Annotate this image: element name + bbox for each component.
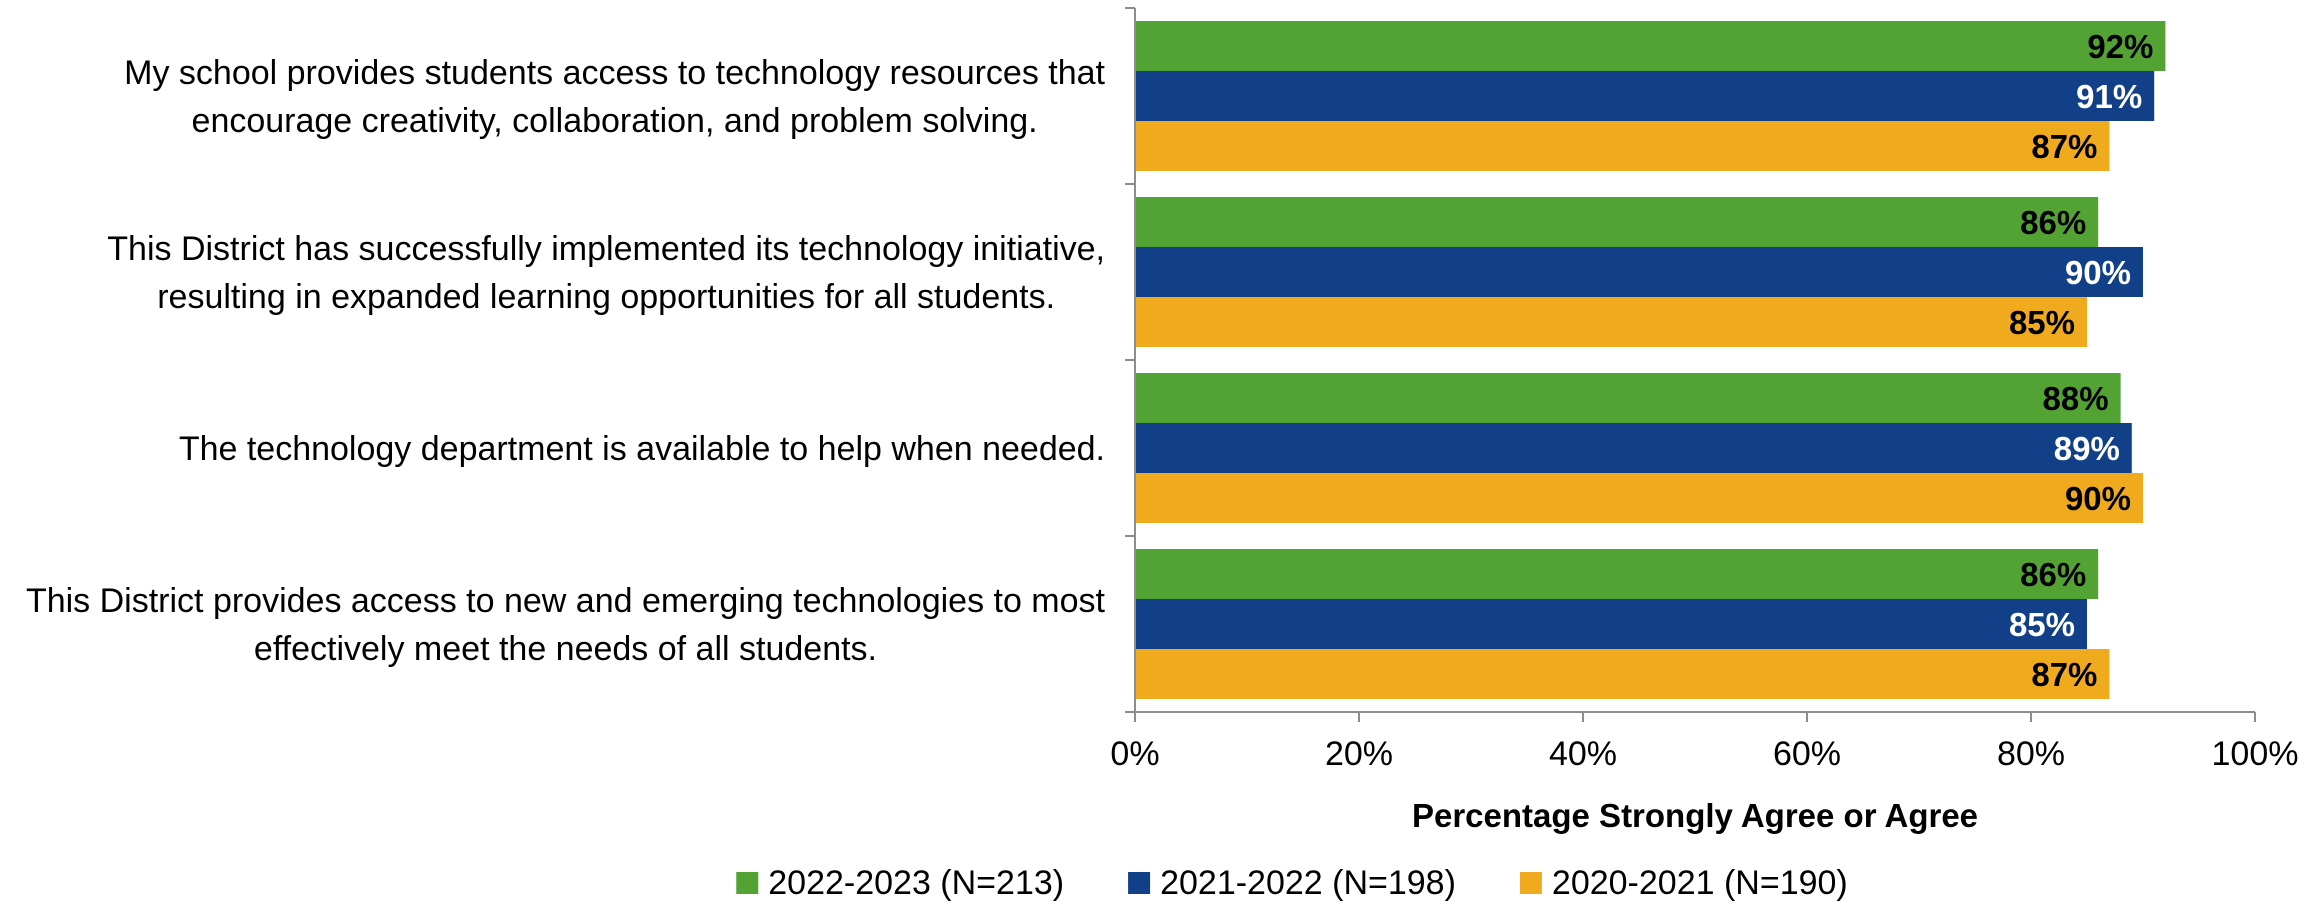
bar-series-2-category-1 — [1135, 71, 2155, 121]
data-label-series-2-category-3: 89% — [2054, 430, 2120, 467]
category-label-2-line-2: resulting in expanded learning opportuni… — [157, 278, 1055, 316]
data-label-series-2-category-4: 85% — [2009, 606, 2075, 643]
x-tick-label-4: 60% — [1773, 735, 1841, 773]
bar-series-3-category-2 — [1135, 297, 2087, 347]
bar-series-1-category-3 — [1135, 373, 2121, 423]
category-label-1-line-1: My school provides students access to te… — [124, 54, 1105, 92]
data-label-series-3-category-2: 85% — [2009, 304, 2075, 341]
category-label-2: This District has successfully implement… — [107, 230, 1105, 316]
category-label-1: My school provides students access to te… — [124, 54, 1105, 140]
category-label-3: The technology department is available t… — [179, 430, 1105, 468]
bar-series-3-category-4 — [1135, 649, 2110, 699]
legend-swatch-1 — [736, 872, 759, 894]
legend-label-3: 2020-2021 (N=190) — [1552, 864, 1848, 902]
data-label-series-1-category-4: 86% — [2020, 556, 2086, 593]
category-label-4: This District provides access to new and… — [26, 582, 1106, 668]
x-tick-label-6: 100% — [2212, 735, 2299, 773]
category-label-1-line-2: encourage creativity, collaboration, and… — [192, 102, 1038, 140]
legend-item-1: 2022-2023 (N=213) — [736, 864, 1064, 902]
category-label-4-line-2: effectively meet the needs of all studen… — [254, 630, 877, 668]
data-label-series-2-category-2: 90% — [2065, 254, 2131, 291]
data-label-series-1-category-1: 92% — [2087, 28, 2153, 65]
legend-item-3: 2020-2021 (N=190) — [1519, 864, 1848, 902]
x-tick-label-2: 20% — [1325, 735, 1393, 773]
legend-item-2: 2021-2022 (N=198) — [1128, 864, 1456, 902]
data-label-series-3-category-1: 87% — [2031, 128, 2097, 165]
bar-series-1-category-4 — [1135, 549, 2099, 599]
data-label-series-3-category-3: 90% — [2065, 480, 2131, 517]
x-tick-label-5: 80% — [1997, 735, 2065, 773]
x-axis-title: Percentage Strongly Agree or Agree — [1412, 797, 1978, 834]
bar-series-1-category-2 — [1135, 197, 2099, 247]
data-label-series-3-category-4: 87% — [2031, 656, 2097, 693]
legend-label-1: 2022-2023 (N=213) — [768, 864, 1064, 902]
bar-series-2-category-2 — [1135, 247, 2143, 297]
bar-series-1-category-1 — [1135, 21, 2166, 71]
data-label-series-1-category-3: 88% — [2043, 380, 2109, 417]
axes-layer — [1125, 7, 2256, 722]
legend: 2022-2023 (N=213) 2021-2022 (N=198) 2020-2… — [736, 864, 1848, 902]
x-tick-label-3: 40% — [1549, 735, 1617, 773]
category-label-3-line-1: The technology department is available t… — [179, 430, 1105, 468]
bar-series-3-category-3 — [1135, 473, 2143, 523]
bar-series-2-category-4 — [1135, 599, 2087, 649]
labels-layer: 92% 91% 87% My school provides students acc… — [26, 28, 2299, 773]
category-label-4-line-1: This District provides access to new and… — [26, 582, 1106, 620]
category-label-2-line-1: This District has successfully implement… — [107, 230, 1105, 268]
data-label-series-1-category-2: 86% — [2020, 204, 2086, 241]
legend-swatch-3 — [1519, 872, 1542, 894]
data-label-series-2-category-1: 91% — [2076, 78, 2142, 115]
bar-series-3-category-1 — [1135, 121, 2110, 171]
bars-layer — [1135, 21, 2166, 699]
bar-series-2-category-3 — [1135, 423, 2132, 473]
x-tick-label-1: 0% — [1110, 735, 1159, 773]
legend-swatch-2 — [1128, 872, 1151, 894]
legend-label-2: 2021-2022 (N=198) — [1160, 864, 1456, 902]
